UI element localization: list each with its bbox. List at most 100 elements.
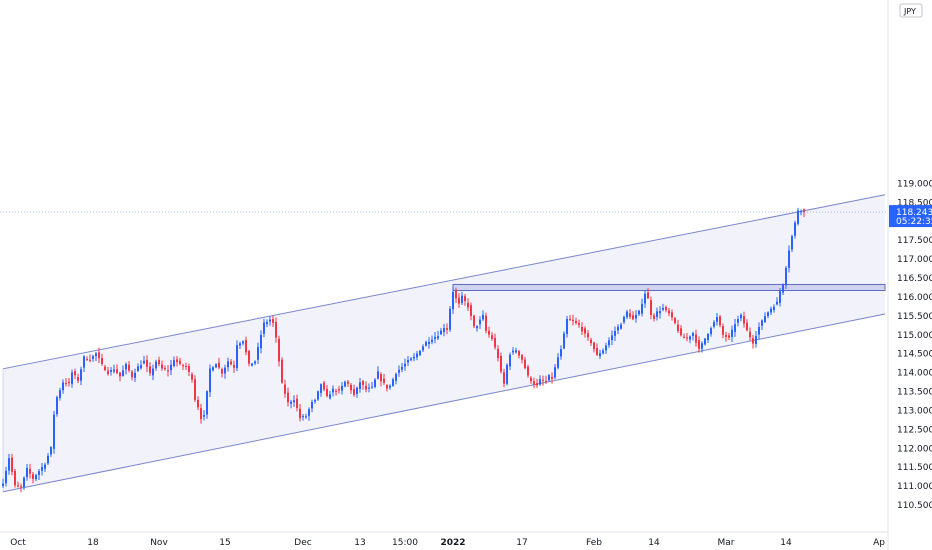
candle-body[interactable]	[551, 377, 553, 379]
candle-body[interactable]	[413, 356, 415, 359]
candle-body[interactable]	[248, 351, 250, 364]
candle-body[interactable]	[755, 336, 757, 344]
resistance-zone[interactable]	[452, 283, 886, 292]
candle-body[interactable]	[209, 368, 211, 393]
candle-body[interactable]	[347, 381, 349, 384]
candle-body[interactable]	[389, 385, 391, 388]
candle-body[interactable]	[311, 401, 313, 409]
candle-body[interactable]	[221, 369, 223, 374]
candle-body[interactable]	[452, 291, 454, 310]
candle-body[interactable]	[122, 370, 124, 376]
candle-body[interactable]	[620, 324, 622, 329]
candle-body[interactable]	[308, 409, 310, 416]
candle-body[interactable]	[617, 326, 619, 331]
candle-body[interactable]	[14, 470, 16, 486]
candle-body[interactable]	[89, 359, 91, 361]
candle-body[interactable]	[671, 312, 673, 318]
candle-body[interactable]	[104, 366, 106, 371]
candle-body[interactable]	[284, 384, 286, 394]
candle-body[interactable]	[158, 359, 160, 364]
channel-upper-line[interactable]	[2, 194, 886, 370]
candle-body[interactable]	[11, 457, 13, 472]
candle-body[interactable]	[50, 447, 52, 455]
candle-body[interactable]	[686, 337, 688, 339]
candle-body[interactable]	[650, 300, 652, 316]
candle-body[interactable]	[662, 307, 664, 310]
candle-body[interactable]	[422, 346, 424, 351]
candle-body[interactable]	[119, 372, 121, 377]
candle-body[interactable]	[263, 322, 265, 334]
candle-body[interactable]	[515, 350, 517, 353]
candle-body[interactable]	[155, 361, 157, 369]
candle-body[interactable]	[152, 368, 154, 376]
candle-body[interactable]	[368, 387, 370, 389]
candle-body[interactable]	[476, 326, 478, 329]
candle-body[interactable]	[569, 318, 571, 321]
candle-body[interactable]	[86, 358, 88, 360]
candle-body[interactable]	[131, 371, 133, 378]
candle-body[interactable]	[197, 399, 199, 408]
candle-body[interactable]	[32, 474, 34, 479]
candle-body[interactable]	[176, 359, 178, 363]
candle-body[interactable]	[524, 359, 526, 369]
candle-body[interactable]	[302, 416, 304, 418]
candle-body[interactable]	[584, 328, 586, 334]
candle-body[interactable]	[377, 371, 379, 379]
candle-body[interactable]	[677, 324, 679, 331]
candle-body[interactable]	[644, 293, 646, 304]
candle-body[interactable]	[200, 408, 202, 420]
candle-body[interactable]	[587, 333, 589, 338]
candle-body[interactable]	[647, 292, 649, 299]
candle-body[interactable]	[59, 390, 61, 398]
candle-body[interactable]	[455, 290, 457, 299]
candle-body[interactable]	[383, 378, 385, 383]
candle-body[interactable]	[482, 314, 484, 320]
candle-body[interactable]	[254, 361, 256, 364]
candle-body[interactable]	[527, 366, 529, 376]
candle-body[interactable]	[56, 397, 58, 415]
candle-body[interactable]	[236, 345, 238, 369]
candle-body[interactable]	[113, 369, 115, 372]
candle-body[interactable]	[269, 319, 271, 322]
candle-body[interactable]	[410, 358, 412, 361]
candle-body[interactable]	[776, 301, 778, 305]
time-axis[interactable]: Oct 18 Nov 15 Dec 13 15:00 2022 17 Feb 14 Mar 14 Ap	[0, 531, 888, 548]
candle-body[interactable]	[623, 316, 625, 323]
candle-body[interactable]	[290, 401, 292, 404]
candle-body[interactable]	[533, 381, 535, 385]
candle-body[interactable]	[440, 330, 442, 335]
candle-body[interactable]	[488, 330, 490, 335]
candle-body[interactable]	[20, 486, 22, 488]
candle-body[interactable]	[101, 357, 103, 364]
candle-body[interactable]	[224, 367, 226, 374]
candle-body[interactable]	[500, 355, 502, 372]
candle-body[interactable]	[728, 335, 730, 338]
candle-body[interactable]	[143, 360, 145, 364]
candle-body[interactable]	[659, 311, 661, 314]
candle-body[interactable]	[92, 356, 94, 359]
candle-body[interactable]	[539, 379, 541, 385]
candle-body[interactable]	[395, 373, 397, 381]
candle-body[interactable]	[602, 350, 604, 354]
candle-body[interactable]	[470, 305, 472, 316]
candle-body[interactable]	[542, 379, 544, 381]
candle-body[interactable]	[293, 400, 295, 403]
candle-body[interactable]	[80, 369, 82, 381]
candle-body[interactable]	[479, 319, 481, 325]
candle-body[interactable]	[683, 336, 685, 338]
candle-body[interactable]	[593, 342, 595, 350]
candle-body[interactable]	[773, 306, 775, 310]
candle-body[interactable]	[95, 353, 97, 357]
candle-body[interactable]	[398, 369, 400, 373]
candle-body[interactable]	[68, 381, 70, 383]
candle-body[interactable]	[758, 327, 760, 335]
channel-lower-line[interactable]	[2, 313, 886, 493]
candle-body[interactable]	[425, 341, 427, 346]
candle-body[interactable]	[794, 222, 796, 236]
candle-body[interactable]	[419, 350, 421, 355]
candle-body[interactable]	[380, 374, 382, 382]
candle-body[interactable]	[320, 384, 322, 393]
candle-body[interactable]	[560, 349, 562, 357]
candle-body[interactable]	[140, 365, 142, 369]
candle-body[interactable]	[719, 316, 721, 326]
